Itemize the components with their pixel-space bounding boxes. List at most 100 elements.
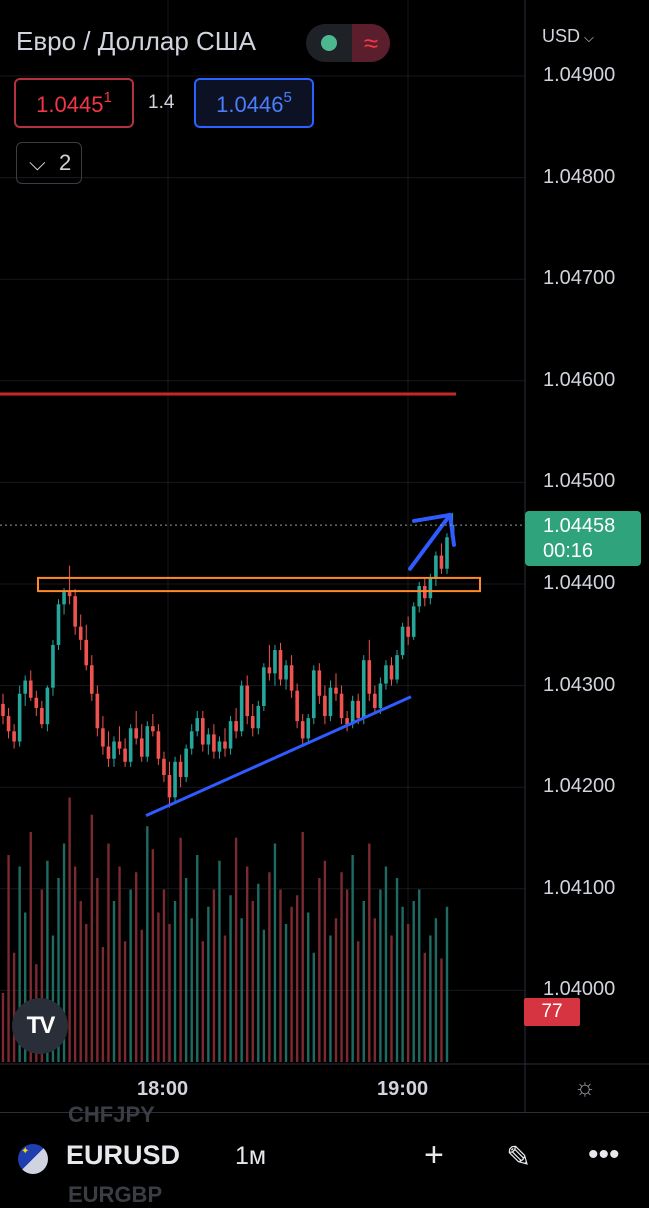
candle-body — [262, 667, 266, 706]
price-label-1.04800: 1.04800 — [543, 165, 616, 188]
volume-bar — [295, 895, 299, 1062]
candle-body — [445, 537, 449, 569]
candle-body — [345, 718, 349, 725]
candle-body — [256, 705, 261, 729]
volume-bar — [73, 866, 77, 1062]
volume-bar — [157, 912, 160, 1062]
volume-bar — [196, 855, 199, 1062]
candle-body — [6, 716, 11, 732]
volume-bar — [212, 889, 216, 1062]
candle-body — [339, 693, 344, 719]
volume-bar — [357, 941, 360, 1062]
volume-bar — [79, 901, 82, 1062]
volume-bar — [146, 826, 149, 1062]
candle-body — [428, 577, 433, 599]
candle-body — [51, 644, 55, 688]
symbol-selector[interactable]: EURUSD — [66, 1140, 181, 1170]
volume-bar — [262, 929, 266, 1062]
buy-price-pip: 5 — [283, 89, 292, 106]
more-options-icon[interactable]: ••• — [588, 1138, 620, 1171]
volume-bar — [96, 878, 99, 1062]
sell-button[interactable]: 1.04451 — [14, 78, 134, 128]
indicators-count: 2 — [59, 150, 72, 175]
candle-body — [217, 741, 222, 752]
candle-body — [67, 592, 72, 597]
instrument-title[interactable]: Евро / Доллар США — [16, 26, 256, 56]
candle-body — [361, 660, 366, 719]
volume-bar — [90, 814, 93, 1062]
volume-bar — [184, 878, 188, 1062]
volume-bar — [118, 866, 121, 1062]
candle-body — [17, 693, 22, 742]
candle-body — [417, 586, 422, 607]
candle-body — [411, 606, 416, 637]
volume-bar — [229, 895, 232, 1062]
volume-bar — [251, 901, 254, 1062]
volume-bar — [46, 860, 49, 1062]
volume-bar — [345, 889, 349, 1062]
volume-bar — [434, 918, 438, 1062]
candle-body — [234, 721, 238, 732]
candle-body — [423, 586, 427, 599]
interval-selector[interactable]: 1м — [235, 1142, 267, 1170]
support-trendline[interactable] — [145, 695, 412, 818]
volume-bar — [390, 935, 393, 1062]
volume-bar — [18, 866, 21, 1062]
volume-bar — [445, 906, 449, 1062]
chevron-down-icon: ⌵ — [29, 150, 46, 175]
volume-bar — [135, 872, 138, 1062]
candle-body — [78, 626, 83, 640]
volume-bar — [418, 889, 421, 1062]
drawing-pen-icon[interactable]: ✎ — [506, 1141, 532, 1174]
candle-body — [162, 758, 166, 776]
volume-bar — [373, 918, 377, 1062]
price-label-1.04300: 1.04300 — [543, 673, 616, 696]
volume-bar — [257, 883, 260, 1062]
volume-bar — [301, 832, 304, 1062]
candle-body — [134, 728, 138, 739]
market-status-pill[interactable]: ≈ — [306, 24, 390, 62]
volume-bar — [284, 924, 288, 1062]
arrow-head — [412, 512, 456, 547]
candle-body — [289, 665, 294, 691]
volume-bar — [179, 837, 182, 1062]
wave-icon: ≈ — [352, 24, 390, 62]
currency-label: USD — [542, 26, 581, 46]
candle-body — [406, 626, 410, 637]
ghost-symbol-above: CHFJPY — [68, 1102, 155, 1127]
candle-body — [139, 738, 144, 757]
market-open-dot-icon — [321, 35, 337, 51]
candle-body — [62, 592, 66, 605]
volume-bar — [240, 918, 243, 1062]
volume-bar — [201, 941, 204, 1062]
volume-bar — [368, 843, 371, 1062]
chart-settings-gear-icon[interactable]: ☼ — [574, 1074, 596, 1101]
volume-bar — [290, 906, 293, 1062]
tradingview-logo-icon: TV — [12, 998, 68, 1054]
candle-body — [167, 775, 172, 798]
volume-bar — [323, 860, 327, 1062]
volume-bar — [246, 866, 249, 1062]
candle-body — [73, 596, 77, 627]
candle-body — [201, 718, 205, 745]
candle-body — [328, 687, 333, 717]
candles — [1, 512, 455, 808]
volume-bar — [268, 872, 271, 1062]
price-label-1.04400: 1.04400 — [543, 572, 616, 594]
up-arrow[interactable] — [408, 512, 456, 571]
add-plus-icon[interactable]: + — [424, 1136, 444, 1174]
candle-body — [189, 731, 194, 749]
volume-bar — [406, 924, 410, 1062]
volume-bar — [7, 855, 10, 1062]
breakout-zone[interactable] — [37, 576, 481, 593]
volume-bar — [429, 935, 432, 1062]
indicators-toggle-button[interactable]: ⌵ 2 — [16, 142, 82, 184]
volume-bar — [423, 952, 426, 1062]
currency-selector[interactable]: USD ⌵ — [542, 26, 594, 47]
chart-grid — [0, 0, 525, 1064]
time-label-18: 18:00 — [137, 1078, 189, 1100]
buy-button[interactable]: 1.04465 — [194, 78, 314, 128]
candle-body — [45, 687, 50, 725]
candle-body — [90, 665, 94, 694]
